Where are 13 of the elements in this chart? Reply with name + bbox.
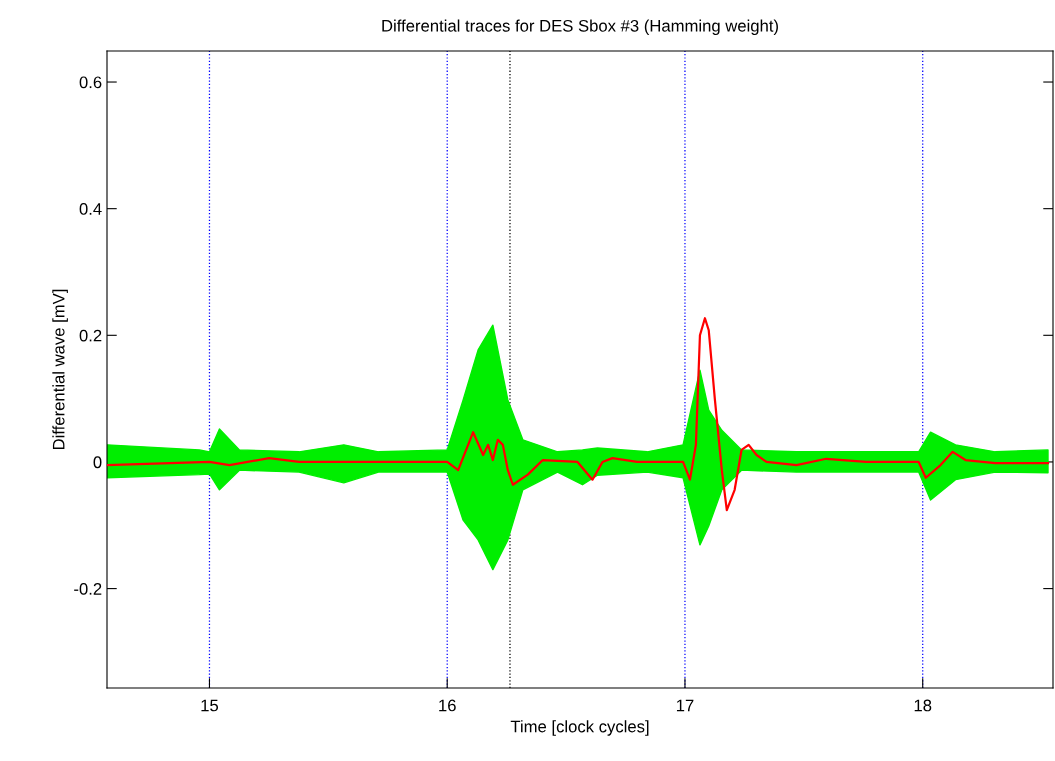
y-tick-label: 0 [93, 456, 102, 469]
x-tick-label: 17 [676, 699, 694, 712]
y-axis-title: Differential wave [mV] [52, 289, 68, 450]
line-series [107, 317, 1050, 512]
y-tick-label: 0.4 [79, 203, 102, 215]
x-tick-label: 16 [439, 699, 456, 712]
chart-title: Differential traces for DES Sbox #3 (Hamming weight) [382, 19, 778, 36]
x-tick-label: 15 [201, 699, 219, 712]
x-axis-title: Time [clock cycles] [510, 720, 649, 736]
x-tick-label: 18 [914, 699, 932, 712]
y-tick-label: -0.2 [74, 582, 102, 595]
y-tick-label: 0.2 [79, 329, 102, 342]
y-tick-label: 0.6 [79, 76, 102, 89]
